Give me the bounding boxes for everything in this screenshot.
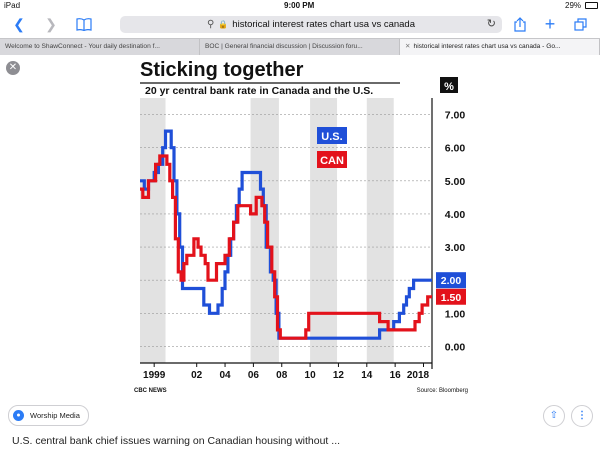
close-viewer-icon[interactable]: ✕ bbox=[6, 61, 20, 75]
x-tick-label: 10 bbox=[305, 370, 317, 381]
tab-interest-rates-search[interactable]: ✕ historical interest rates chart usa vs … bbox=[400, 39, 600, 55]
y-tick-label: 6.00 bbox=[445, 143, 466, 155]
y-tick-label: 7.00 bbox=[445, 110, 466, 122]
forward-arrow-icon[interactable]: ❯ bbox=[45, 15, 57, 32]
tab-title: historical interest rates chart usa vs c… bbox=[413, 43, 561, 50]
x-tick-label: 08 bbox=[276, 370, 288, 381]
globe-icon: ● bbox=[13, 410, 24, 421]
chart-subtitle: 20 yr central bank rate in Canada and th… bbox=[145, 85, 373, 97]
chart-footer-credit: CBC NEWS bbox=[134, 388, 167, 394]
chart-title: Sticking together bbox=[140, 59, 304, 81]
rate-chart: Sticking together 20 yr central bank rate… bbox=[130, 57, 475, 395]
battery-percent: 29% bbox=[565, 1, 582, 10]
unit-label: % bbox=[444, 81, 454, 93]
tabs-overview-icon[interactable] bbox=[572, 15, 588, 33]
legend-label: CAN bbox=[320, 155, 344, 167]
status-bar: iPad 9:00 PM 29% bbox=[0, 0, 600, 12]
source-pill[interactable]: ● Worship Media bbox=[8, 405, 89, 426]
x-tick-label: 16 bbox=[390, 370, 402, 381]
x-tick-label: 02 bbox=[191, 370, 203, 381]
end-label-value: 1.50 bbox=[441, 292, 462, 304]
tab-title: Welcome to ShawConnect - Your daily dest… bbox=[5, 43, 160, 50]
legend-swatch bbox=[317, 151, 347, 168]
legend-swatch bbox=[317, 127, 347, 144]
x-tick-label: 06 bbox=[248, 370, 260, 381]
end-label-box bbox=[436, 272, 466, 289]
battery-icon bbox=[585, 2, 598, 9]
reload-icon[interactable]: ↻ bbox=[486, 18, 496, 30]
y-tick-label: 3.00 bbox=[445, 242, 466, 254]
x-tick-label: 1999 bbox=[143, 370, 166, 381]
image-viewer: ✕ Sticking together 20 yr central bank ra… bbox=[0, 55, 600, 450]
more-options-button[interactable]: ⋮ bbox=[571, 405, 593, 427]
end-label-box bbox=[436, 288, 466, 305]
unit-box bbox=[440, 77, 458, 93]
x-tick-label: 14 bbox=[361, 370, 373, 381]
new-tab-plus-icon[interactable]: + bbox=[544, 13, 556, 34]
y-tick-label: 4.00 bbox=[445, 209, 466, 221]
lock-icon: 🔒 bbox=[218, 20, 229, 29]
tab-strip: Welcome to ShawConnect - Your daily dest… bbox=[0, 38, 600, 56]
shaded-band bbox=[140, 98, 166, 363]
x-tick-label: 12 bbox=[333, 370, 345, 381]
share-image-button[interactable]: ⇧ bbox=[543, 405, 565, 427]
chart-footer-source: Source: Bloomberg bbox=[417, 388, 468, 394]
address-bar-query: historical interest rates chart usa vs c… bbox=[232, 19, 415, 30]
search-icon: ⚲ bbox=[207, 19, 215, 30]
source-name: Worship Media bbox=[30, 411, 80, 420]
image-caption: U.S. central bank chief issues warning o… bbox=[12, 435, 341, 447]
tab-title: BOC | General financial discussion | Dis… bbox=[205, 43, 363, 50]
browser-toolbar: ❮ ❯ ⚲ 🔒 historical interest rates chart … bbox=[0, 12, 600, 36]
legend-label: U.S. bbox=[321, 131, 342, 143]
y-tick-label: 5.00 bbox=[445, 176, 466, 188]
y-tick-label: 1.00 bbox=[445, 308, 466, 320]
x-tick-label: 2018 bbox=[407, 370, 430, 381]
close-tab-icon[interactable]: ✕ bbox=[405, 43, 411, 50]
clock: 9:00 PM bbox=[284, 1, 315, 10]
address-bar[interactable]: ⚲ 🔒 historical interest rates chart usa … bbox=[120, 16, 502, 33]
x-tick-label: 04 bbox=[219, 370, 231, 381]
end-label-value: 2.00 bbox=[441, 275, 462, 287]
tab-shawconnect[interactable]: Welcome to ShawConnect - Your daily dest… bbox=[0, 39, 200, 55]
share-icon[interactable] bbox=[512, 15, 528, 33]
device-label: iPad bbox=[4, 1, 21, 10]
series-line-can bbox=[140, 154, 432, 340]
tab-boc-discussion[interactable]: BOC | General financial discussion | Dis… bbox=[200, 39, 400, 55]
y-tick-label: 0.00 bbox=[445, 341, 466, 353]
back-arrow-icon[interactable]: ❮ bbox=[13, 15, 25, 32]
bookmarks-book-icon[interactable] bbox=[74, 15, 94, 33]
chart-background bbox=[130, 57, 475, 395]
